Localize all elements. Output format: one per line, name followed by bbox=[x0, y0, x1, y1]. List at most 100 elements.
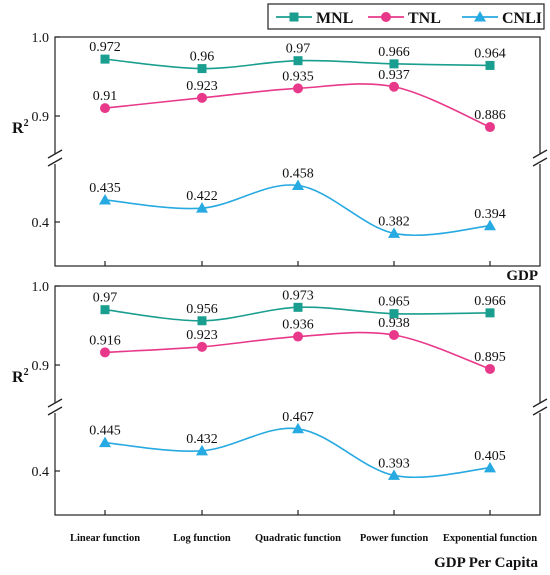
data-point-mnl bbox=[485, 308, 495, 318]
data-point-cnli bbox=[484, 219, 496, 231]
y-tick-label: 0.4 bbox=[32, 216, 50, 231]
data-label-cnli: 0.445 bbox=[89, 424, 121, 439]
x-axis-title: GDP Per Capita bbox=[434, 555, 538, 571]
axis-break-mark bbox=[47, 406, 63, 416]
series-mnl: 0.972 0.96 0.97 0.966 0.964 bbox=[89, 40, 506, 74]
data-label-mnl: 0.966 bbox=[474, 294, 506, 309]
legend: MNL TNL CNLI bbox=[267, 3, 545, 30]
legend-marker-tnl bbox=[381, 12, 391, 22]
data-label-tnl: 0.923 bbox=[186, 79, 218, 94]
data-label-tnl: 0.937 bbox=[378, 68, 410, 83]
axis-break-mark bbox=[47, 157, 63, 167]
data-point-mnl bbox=[293, 56, 303, 66]
data-point-tnl bbox=[389, 329, 399, 340]
y-tick-label: 0.4 bbox=[32, 465, 50, 480]
data-point-mnl bbox=[197, 316, 207, 326]
data-point-mnl bbox=[293, 302, 303, 312]
data-label-mnl: 0.97 bbox=[286, 42, 311, 57]
data-label-mnl: 0.956 bbox=[186, 302, 218, 317]
axis-break-mark bbox=[532, 398, 548, 408]
data-label-mnl: 0.972 bbox=[89, 40, 121, 55]
data-label-tnl: 0.935 bbox=[282, 69, 314, 84]
axis-break-gap bbox=[534, 403, 546, 413]
series-tnl: 0.91 0.923 0.935 0.937 0.886 bbox=[93, 68, 506, 133]
data-label-tnl: 0.936 bbox=[282, 318, 314, 333]
legend-label-tnl: TNL bbox=[408, 10, 441, 27]
data-label-tnl: 0.938 bbox=[378, 316, 410, 331]
data-label-cnli: 0.432 bbox=[186, 432, 218, 447]
series-mnl: 0.97 0.956 0.973 0.965 0.966 bbox=[93, 288, 506, 326]
data-point-cnli bbox=[99, 436, 111, 448]
y-tick-label: 0.9 bbox=[32, 359, 50, 374]
data-label-cnli: 0.458 bbox=[282, 166, 314, 181]
axis-break-gap bbox=[534, 154, 546, 164]
y-tick-label: 1.0 bbox=[32, 280, 50, 295]
data-label-cnli: 0.394 bbox=[474, 207, 506, 222]
axis-break-gap bbox=[49, 154, 61, 164]
legend-marker-mnl bbox=[289, 12, 299, 22]
data-point-tnl bbox=[197, 341, 207, 352]
x-category-label: Power function bbox=[360, 533, 429, 544]
y-tick-label: 1.0 bbox=[32, 31, 50, 46]
data-label-mnl: 0.97 bbox=[93, 291, 118, 306]
data-label-tnl: 0.91 bbox=[93, 89, 118, 104]
panel-2: 1.0 0.9 0.4 R2 0.97 0.956 0.973 0.965 0.966 0.916… bbox=[12, 280, 548, 571]
data-point-mnl bbox=[485, 60, 495, 70]
data-point-tnl bbox=[293, 331, 303, 342]
series-cnli: 0.435 0.422 0.458 0.382 0.394 bbox=[89, 166, 506, 238]
data-label-tnl: 0.886 bbox=[474, 108, 506, 123]
legend-label-cnli: CNLI bbox=[502, 10, 542, 27]
y-axis-label: R2 bbox=[12, 367, 29, 386]
axis-break-mark bbox=[532, 149, 548, 159]
series-cnli: 0.445 0.432 0.467 0.393 0.405 bbox=[89, 410, 506, 480]
data-point-tnl bbox=[485, 122, 495, 133]
y-axis-label-superscript: 2 bbox=[24, 367, 29, 378]
data-point-mnl bbox=[100, 305, 110, 315]
series-line-cnli bbox=[104, 427, 491, 479]
data-label-tnl: 0.916 bbox=[89, 333, 121, 348]
data-point-tnl bbox=[293, 83, 303, 94]
data-label-cnli: 0.405 bbox=[474, 449, 506, 464]
data-label-mnl: 0.96 bbox=[190, 50, 215, 65]
data-point-tnl bbox=[485, 363, 495, 374]
data-label-mnl: 0.966 bbox=[378, 45, 410, 60]
axis-break-gap bbox=[49, 403, 61, 413]
data-point-mnl bbox=[389, 309, 399, 319]
data-label-tnl: 0.895 bbox=[474, 350, 506, 365]
data-point-cnli bbox=[292, 179, 304, 190]
data-point-cnli bbox=[292, 422, 304, 434]
data-point-mnl bbox=[100, 54, 110, 64]
data-label-cnli: 0.393 bbox=[378, 456, 410, 471]
data-point-tnl bbox=[100, 347, 110, 358]
x-category-label: Linear function bbox=[70, 533, 140, 544]
y-axis-label: R2 bbox=[12, 118, 29, 137]
axis-break-mark bbox=[532, 406, 548, 416]
data-point-mnl bbox=[197, 64, 207, 74]
data-point-tnl bbox=[389, 81, 399, 92]
data-label-tnl: 0.923 bbox=[186, 328, 218, 343]
x-category-label: Quadratic function bbox=[255, 533, 341, 544]
data-label-cnli: 0.467 bbox=[282, 410, 314, 425]
axis-break-mark bbox=[47, 398, 63, 408]
data-point-cnli bbox=[388, 227, 400, 238]
y-tick-label: 0.9 bbox=[32, 110, 50, 125]
x-category-label: Log function bbox=[173, 533, 231, 544]
data-point-cnli bbox=[196, 444, 208, 456]
data-label-cnli: 0.435 bbox=[89, 181, 121, 196]
x-axis-title: GDP bbox=[506, 268, 538, 284]
data-point-cnli bbox=[99, 193, 111, 205]
x-category-label: Exponential function bbox=[443, 533, 537, 544]
y-axis-label-superscript: 2 bbox=[24, 118, 29, 129]
data-point-cnli bbox=[388, 469, 400, 480]
axis-break-mark bbox=[532, 157, 548, 167]
data-label-mnl: 0.965 bbox=[378, 295, 410, 310]
axis-break-mark bbox=[47, 149, 63, 159]
legend-marker-cnli bbox=[474, 11, 486, 22]
series-tnl: 0.916 0.923 0.936 0.938 0.895 bbox=[89, 316, 506, 374]
legend-label-mnl: MNL bbox=[316, 10, 353, 27]
data-label-cnli: 0.422 bbox=[186, 189, 218, 204]
data-point-tnl bbox=[100, 103, 110, 114]
data-point-tnl bbox=[197, 92, 207, 103]
